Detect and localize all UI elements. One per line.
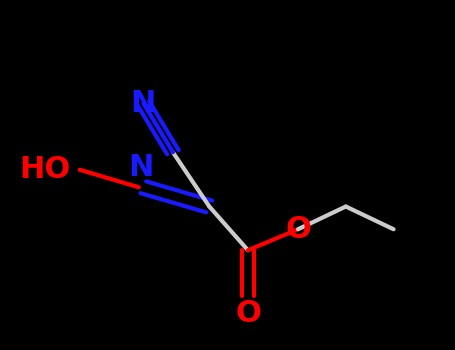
Text: N: N bbox=[128, 153, 154, 182]
Text: HO: HO bbox=[19, 155, 71, 184]
Text: O: O bbox=[285, 215, 311, 244]
Text: O: O bbox=[235, 299, 261, 328]
Text: N: N bbox=[131, 89, 156, 118]
